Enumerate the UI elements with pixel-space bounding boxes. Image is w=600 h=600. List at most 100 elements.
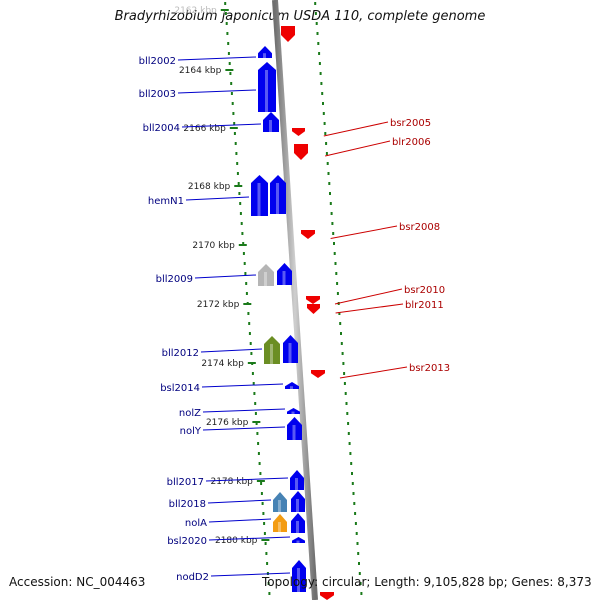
forward-gene-arrow[interactable]: [292, 560, 306, 592]
forward-gene-arrow[interactable]: [283, 335, 298, 363]
gene-label-connector: [334, 288, 403, 305]
forward-gene-arrow[interactable]: [270, 175, 286, 214]
forward-gene-arrow[interactable]: [258, 62, 276, 112]
forward-gene-arrow[interactable]: [285, 382, 299, 389]
gene-shine: [292, 425, 296, 440]
gene-shine: [297, 568, 300, 592]
forward-gene-label[interactable]: bll2002: [139, 56, 176, 67]
ruler-label: 2170 kbp: [192, 241, 235, 251]
gene-label-connector: [323, 121, 389, 137]
forward-gene-label[interactable]: nolY: [180, 426, 202, 437]
reverse-gene-arrow[interactable]: [311, 370, 325, 378]
gene-label-connector: [325, 140, 391, 157]
ruler-label: 2172 kbp: [197, 300, 240, 310]
gene-shine: [257, 183, 261, 216]
gene-label-connector: [207, 499, 272, 504]
gene-shine: [296, 521, 299, 533]
gene-shine: [296, 540, 300, 543]
gene-label-connector: [335, 303, 404, 314]
gene-shine: [291, 411, 295, 414]
forward-gene-label[interactable]: bll2004: [143, 123, 180, 134]
forward-gene-label[interactable]: bll2018: [169, 499, 206, 510]
forward-gene-label[interactable]: bll2012: [162, 348, 199, 359]
reverse-gene-arrow[interactable]: [292, 128, 305, 136]
gene-shine: [264, 272, 267, 286]
forward-gene-label[interactable]: bll2009: [156, 274, 193, 285]
forward-gene-arrow[interactable]: [292, 537, 305, 543]
forward-gene-arrow[interactable]: [273, 492, 287, 512]
map-title: Bradyrhizobium japonicum USDA 110, compl…: [114, 9, 486, 24]
gene-shine: [278, 522, 281, 532]
gene-shine: [282, 271, 286, 285]
reverse-gene-arrow[interactable]: [320, 592, 334, 600]
reverse-gene-label[interactable]: bsr2010: [404, 285, 445, 296]
reverse-gene-arrow[interactable]: [281, 26, 295, 42]
reverse-gene-label[interactable]: bsr2013: [409, 363, 450, 374]
genome-summary-text: Topology: circular; Length: 9,105,828 bp…: [262, 575, 592, 589]
gene-label-connector: [194, 274, 257, 279]
forward-gene-arrow[interactable]: [258, 264, 274, 286]
forward-gene-arrow[interactable]: [287, 408, 300, 414]
reverse-gene-label[interactable]: bsr2008: [399, 222, 440, 233]
forward-gene-arrow[interactable]: [291, 513, 305, 533]
gene-label-connector: [210, 572, 291, 577]
forward-gene-label[interactable]: bll2003: [139, 89, 176, 100]
ruler-label: 2162 kbp: [174, 6, 217, 16]
forward-gene-label[interactable]: nodD2: [176, 572, 209, 583]
forward-gene-label[interactable]: hemN1: [148, 196, 184, 207]
gene-shine: [295, 478, 298, 490]
ruler-label: 2176 kbp: [206, 418, 249, 428]
gene-label-connector: [202, 408, 286, 413]
reverse-gene-label[interactable]: blr2006: [392, 137, 431, 148]
reverse-gene-arrow[interactable]: [306, 296, 320, 304]
genome-backbone: [272, 0, 318, 600]
gene-label-connector: [185, 196, 250, 201]
ruler-label: 2166 kbp: [183, 124, 226, 134]
forward-gene-arrow[interactable]: [290, 470, 304, 490]
gene-label-connector: [202, 426, 286, 431]
gene-label-connector: [330, 225, 398, 239]
forward-gene-label[interactable]: bsl2020: [167, 536, 207, 547]
forward-gene-arrow[interactable]: [263, 112, 279, 132]
forward-gene-arrow[interactable]: [287, 417, 302, 440]
forward-gene-arrow[interactable]: [277, 263, 292, 285]
forward-gene-label[interactable]: nolZ: [179, 408, 201, 419]
accession-text: Accession: NC_004463: [9, 575, 146, 589]
gene-shine: [263, 53, 266, 58]
gene-label-connector: [181, 123, 262, 128]
reverse-gene-label[interactable]: blr2011: [405, 300, 444, 311]
gene-label-connector: [208, 536, 291, 541]
forward-gene-arrow[interactable]: [273, 514, 287, 532]
gene-shine: [296, 499, 299, 512]
gene-label-connector: [201, 383, 284, 388]
gene-shine: [278, 500, 281, 512]
gene-shine: [269, 120, 272, 132]
gene-shine: [288, 343, 292, 363]
ruler-label: 2168 kbp: [188, 182, 231, 192]
forward-gene-arrow[interactable]: [291, 491, 305, 512]
gene-label-connector: [177, 56, 257, 61]
reverse-gene-arrow[interactable]: [294, 144, 308, 160]
reverse-gene-arrow[interactable]: [301, 230, 315, 239]
forward-gene-arrow[interactable]: [264, 336, 280, 364]
gene-label-connector: [339, 366, 408, 379]
reverse-gene-arrow[interactable]: [307, 304, 320, 314]
gene-shine: [270, 344, 273, 364]
gene-shine: [290, 386, 293, 389]
forward-gene-arrow[interactable]: [258, 46, 272, 58]
gene-label-connector: [208, 518, 272, 523]
reverse-gene-label[interactable]: bsr2005: [390, 118, 431, 129]
forward-gene-label[interactable]: bsl2014: [160, 383, 200, 394]
ruler-label: 2178 kbp: [210, 477, 253, 487]
forward-gene-label[interactable]: nolA: [185, 518, 207, 529]
gene-shine: [276, 183, 279, 214]
forward-gene-arrow[interactable]: [251, 175, 268, 216]
ruler-label: 2164 kbp: [179, 66, 222, 76]
ruler-label: 2180 kbp: [215, 536, 258, 546]
gene-label-connector: [177, 89, 257, 94]
forward-gene-label[interactable]: bll2017: [167, 477, 204, 488]
ruler-label: 2174 kbp: [201, 359, 244, 369]
gene-shine: [265, 70, 268, 112]
gene-label-connector: [200, 348, 263, 353]
